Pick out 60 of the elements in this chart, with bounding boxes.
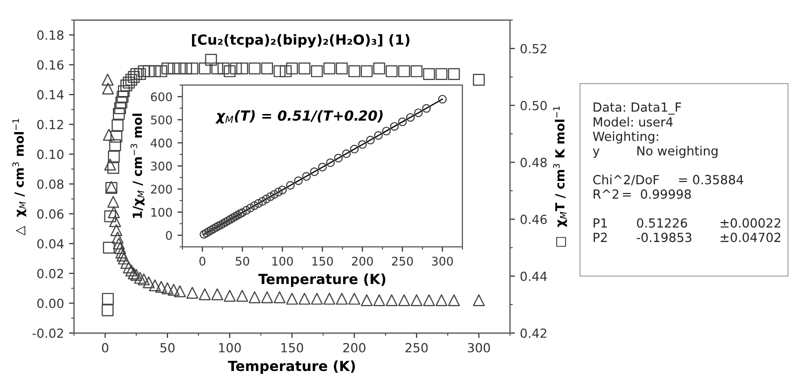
y-tick-label: 600 [150,92,172,102]
y-tick-label: 500 [151,115,172,124]
y-tick-label: 300 [151,162,172,171]
y2-tick-label: 0.46 [520,214,547,224]
y2-tick-label: 0.44 [520,272,547,282]
x-tick-label: 100 [219,342,241,352]
x-tick-label: 200 [352,256,373,266]
text: P1 [594,218,607,228]
text: -0.19853 [636,232,692,242]
y-tick-label: 0.06 [37,209,64,219]
y-tick-label: 0.00 [37,298,64,308]
x-tick-label: 0 [102,342,108,352]
text: 0.51226 [636,218,688,228]
y2-axis-title: □ χ$_{M}$T / cm$^{3}$ K mol$^{−1}$ [553,106,567,247]
text: Data: Data1_F [594,102,682,115]
text: No weighting [637,146,718,158]
y-tick-label: 0.14 [37,90,64,100]
y-tick-label: 0.12 [37,120,64,130]
y-tick-label: 0.18 [37,30,64,40]
y2-tick-label: 0.52 [520,44,546,54]
x-tick-label: 250 [392,256,413,266]
y-tick-label: 0.02 [37,268,64,278]
y2-tick-label: 0.50 [520,100,547,110]
text: = 0.35884 [679,174,744,184]
text: Model: user4 [594,116,673,127]
y-tick-label: 400 [150,138,172,148]
x-axis-title: Temperature (K) [258,274,386,287]
y2-tick-label: 0.48 [520,158,547,168]
text: [Cu₂(tcpa)₂(bipy)₂(H₂O)₃] (1) [192,34,410,48]
x-axis-title: Temperature (K) [228,360,355,374]
y-tick-label: 100 [151,208,172,217]
y-tick-label: 200 [151,184,172,194]
x-tick-label: 300 [432,256,453,266]
x-tick-label: 50 [236,256,250,266]
x-tick-label: 0 [199,256,206,266]
y-tick-label: 0 [166,230,172,240]
text: y [592,148,600,158]
x-tick-label: 300 [468,342,490,352]
y-tick-label: 0.08 [37,179,64,189]
x-tick-label: 100 [272,256,293,266]
y-axis-title: △ χ$_{M}$ / cm$^{3}$ mol$^{−1}$ [12,118,26,236]
x-tick-label: 250 [406,342,428,352]
x-tick-label: 50 [160,342,175,352]
y-tick-label: 0.16 [37,60,64,70]
text: R^2 [594,189,618,199]
text: Weighting: [592,131,658,144]
y-tick-label: 0.10 [37,150,64,160]
y2-tick-label: 0.42 [520,328,546,338]
text: ±0.04702 [720,232,780,242]
x-tick-label: 150 [281,342,304,352]
text: ±0.00022 [720,218,780,228]
y-axis-title: 1/χ$_{M}$ / cm$^{−3}$ mol [130,114,144,218]
text: Chi^2/DoF [593,174,659,186]
x-tick-label: 150 [312,256,333,266]
text: = 0.99998 [622,189,691,199]
x-tick-label: 200 [343,342,366,352]
text: P2 [594,232,607,242]
y-tick-label: 0.04 [37,239,64,249]
y-tick-label: -0.02 [32,328,64,338]
annotation: χ$_{M}$(T) = 0.51/(T+0.20) [215,110,383,124]
